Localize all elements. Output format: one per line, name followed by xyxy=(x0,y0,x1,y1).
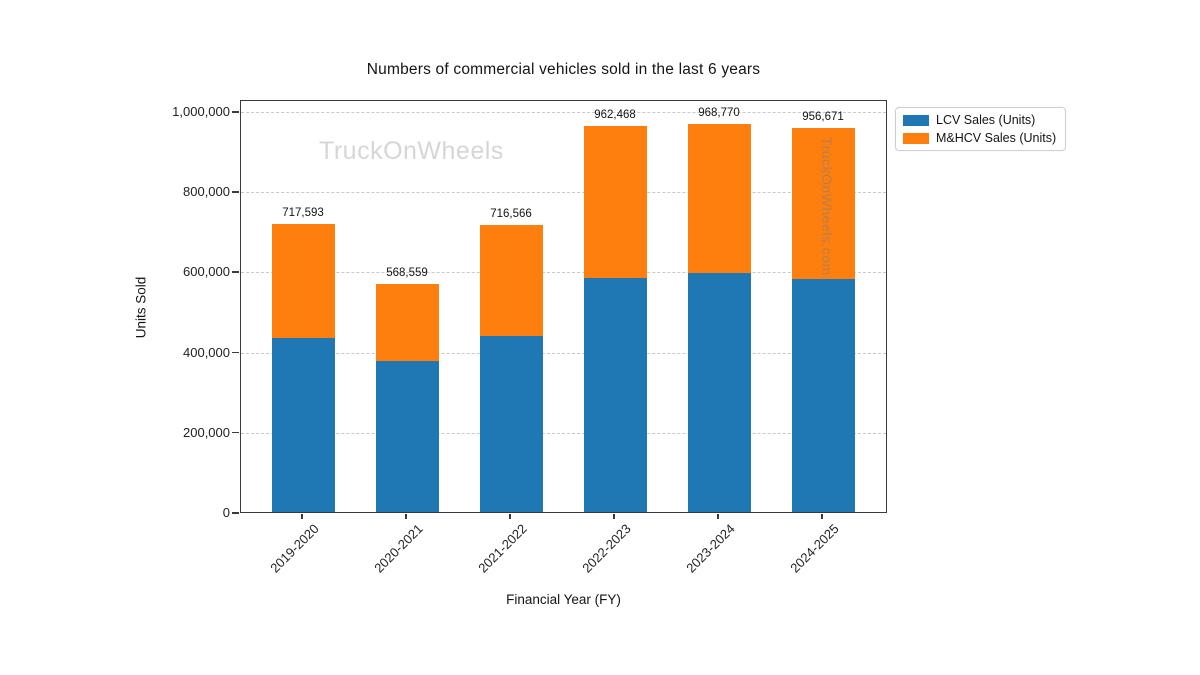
y-tick-mark xyxy=(232,351,239,354)
y-tick-label: 0 xyxy=(222,505,230,520)
x-tick-label: 2019-2020 xyxy=(267,521,322,576)
grid-layer xyxy=(241,101,886,512)
y-gridline xyxy=(241,352,886,354)
x-tick-mark xyxy=(301,513,303,519)
x-tick-mark xyxy=(405,513,407,519)
y-tick-label: 400,000 xyxy=(183,344,230,360)
x-tick-mark xyxy=(509,513,511,519)
legend-item: M&HCV Sales (Units) xyxy=(903,131,1056,145)
bar-segment-lcv xyxy=(479,335,543,512)
x-tick-label: 2023-2024 xyxy=(683,521,738,576)
x-tick-label: 2020-2021 xyxy=(371,521,426,576)
y-tick-label: 200,000 xyxy=(183,424,230,440)
y-gridline xyxy=(241,192,886,194)
y-axis-title: Units Sold xyxy=(133,276,149,339)
bar-total-label: 962,468 xyxy=(594,109,636,122)
x-tick-label: 2021-2022 xyxy=(475,521,530,576)
legend-label: LCV Sales (Units) xyxy=(936,113,1036,127)
watermark-text: TruckOnWheels xyxy=(319,137,504,165)
x-tick-mark xyxy=(821,513,823,519)
bar-total-label: 717,593 xyxy=(282,207,324,220)
legend: LCV Sales (Units) M&HCV Sales (Units) xyxy=(895,107,1067,151)
bar-segment-lcv xyxy=(687,273,751,512)
bar-segment-mhcv xyxy=(687,123,751,274)
x-axis-title: Financial Year (FY) xyxy=(506,592,621,607)
plot-area: 717,593 568,559 716,566 962,468 968,770 956,6… xyxy=(240,100,887,513)
bar-segment-mhcv xyxy=(583,126,647,279)
legend-item: LCV Sales (Units) xyxy=(903,113,1056,127)
y-tick-mark xyxy=(232,512,239,514)
chart-title: Numbers of commercial vehicles sold in t… xyxy=(366,61,761,78)
y-tick-label: 600,000 xyxy=(183,264,230,280)
x-tick-label: 2024-2025 xyxy=(787,521,842,576)
bar-total-label: 716,566 xyxy=(490,207,532,220)
bar-total-label: 956,671 xyxy=(802,111,844,124)
y-gridline xyxy=(241,432,886,434)
legend-label: M&HCV Sales (Units) xyxy=(936,131,1057,145)
y-tick-label: 800,000 xyxy=(183,184,230,200)
x-tick-mark xyxy=(717,513,719,519)
y-tick-mark xyxy=(232,431,239,434)
bar-segment-mhcv xyxy=(375,284,439,361)
bars-layer: 717,593 568,559 716,566 962,468 968,770 956,6… xyxy=(241,101,886,512)
bar-total-label: 968,770 xyxy=(698,106,740,119)
y-gridline xyxy=(241,112,886,113)
bar-segment-lcv xyxy=(583,278,647,512)
y-tick-mark xyxy=(232,271,239,273)
x-tick-mark xyxy=(613,513,615,519)
x-tick-label: 2022-2023 xyxy=(579,521,634,576)
y-tick-label: 1,000,000 xyxy=(172,104,230,119)
legend-color-patch xyxy=(903,132,929,144)
bar-segment-mhcv xyxy=(479,224,543,336)
y-tick-mark xyxy=(232,191,239,193)
watermark-vertical-text: TruckOnWheels.com xyxy=(819,137,835,276)
legend-color-patch xyxy=(903,114,929,126)
y-gridline xyxy=(241,272,886,274)
y-tick-mark xyxy=(232,111,239,113)
bar-segment-mhcv xyxy=(271,224,335,338)
bar-segment-lcv xyxy=(375,360,439,512)
bar-total-label: 568,559 xyxy=(386,267,428,279)
bar-segment-lcv xyxy=(271,337,335,512)
bar-segment-mhcv xyxy=(791,128,855,279)
bar-segment-lcv xyxy=(791,278,855,512)
